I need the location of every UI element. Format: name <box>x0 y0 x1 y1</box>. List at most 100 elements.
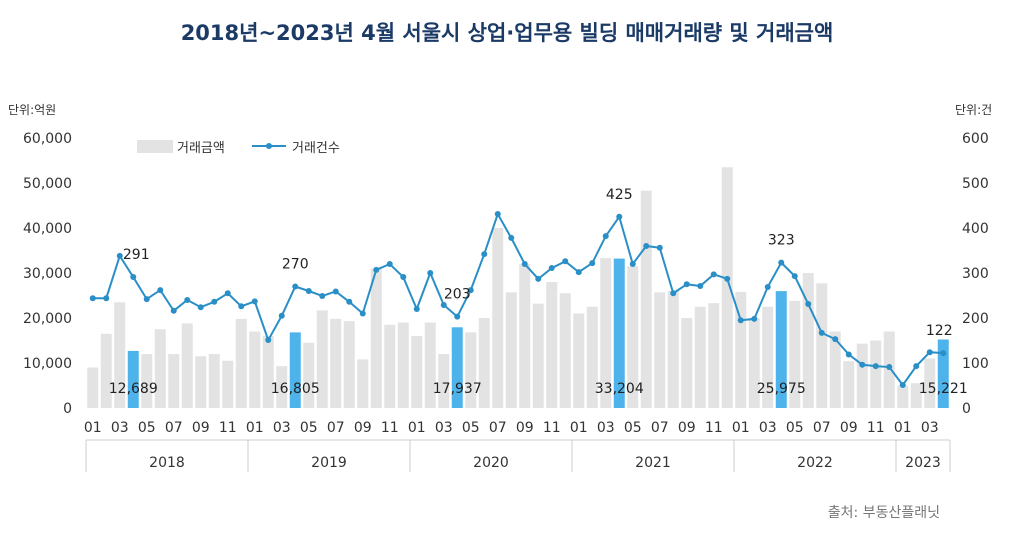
line-point <box>386 261 393 267</box>
line-point <box>670 290 677 297</box>
line-point <box>157 287 164 294</box>
month-tick-label: 05 <box>624 420 642 436</box>
bar-data-label: 16,805 <box>271 381 320 397</box>
bar <box>330 318 342 408</box>
legend-line-marker <box>266 143 272 149</box>
line-point <box>899 382 906 389</box>
line-point <box>224 290 231 297</box>
month-tick-label: 05 <box>300 420 318 436</box>
line-point <box>724 275 731 282</box>
bar <box>370 268 382 408</box>
bar <box>249 331 261 408</box>
bar <box>262 336 274 408</box>
line-data-label: 122 <box>926 323 953 339</box>
bar <box>411 336 423 408</box>
month-tick-label: 11 <box>219 420 237 436</box>
line-point <box>251 298 258 305</box>
line-point <box>143 296 150 303</box>
bar <box>856 343 868 408</box>
line-point <box>292 283 299 290</box>
month-tick-label: 07 <box>813 420 831 436</box>
line-data-label: 291 <box>123 247 150 263</box>
line-point <box>481 251 488 258</box>
series-line <box>92 211 944 387</box>
year-label: 2020 <box>473 455 509 471</box>
highlight-bar <box>937 339 949 408</box>
right-tick-label: 100 <box>962 356 989 372</box>
line-point <box>373 266 380 273</box>
line-point <box>764 283 771 290</box>
line-point <box>832 336 839 343</box>
line-point <box>548 265 555 272</box>
bar <box>397 322 409 408</box>
line-point <box>197 304 204 311</box>
line-point <box>211 298 218 305</box>
line-point <box>683 281 690 288</box>
month-tick-label: 03 <box>921 420 939 436</box>
bar <box>168 354 180 408</box>
bar <box>667 291 679 408</box>
line-point <box>440 301 447 308</box>
left-tick-label: 10,000 <box>23 356 72 372</box>
line-point <box>886 364 893 371</box>
bar-data-label: 33,204 <box>595 381 644 397</box>
month-tick-label: 09 <box>678 420 696 436</box>
line-point <box>184 297 191 303</box>
month-tick-label: 11 <box>381 420 399 436</box>
bar <box>235 318 247 408</box>
bar <box>640 190 652 408</box>
bar <box>100 333 112 408</box>
line-point <box>278 312 285 319</box>
line-point <box>791 273 798 280</box>
bar <box>735 291 747 408</box>
line-point <box>616 213 623 220</box>
month-tick-label: 07 <box>165 420 183 436</box>
line-point <box>535 275 542 282</box>
month-tick-label: 05 <box>786 420 804 436</box>
bar <box>303 342 315 408</box>
month-tick-label: 03 <box>435 420 453 436</box>
bar <box>519 264 531 408</box>
bar <box>910 383 922 408</box>
month-tick-label: 03 <box>759 420 777 436</box>
left-tick-label: 30,000 <box>23 266 72 282</box>
line-point <box>940 350 947 357</box>
legend-bar-label: 거래금액 <box>177 141 225 156</box>
bar <box>181 323 193 408</box>
bar <box>357 359 369 408</box>
bar <box>748 318 760 408</box>
bar <box>721 167 733 408</box>
highlight-bar <box>289 332 301 408</box>
bar <box>208 354 220 408</box>
line-point <box>818 329 825 336</box>
line-point <box>413 306 420 312</box>
year-label: 2019 <box>311 455 347 471</box>
line-point <box>359 310 366 317</box>
right-tick-label: 200 <box>962 311 989 327</box>
bar <box>195 356 207 408</box>
bar <box>141 354 153 408</box>
bar-data-label: 25,975 <box>757 381 806 397</box>
line-point <box>710 271 717 278</box>
bar <box>897 385 909 408</box>
bar <box>573 313 585 408</box>
line-point <box>346 298 353 305</box>
month-tick-label: 09 <box>354 420 372 436</box>
month-tick-label: 03 <box>597 420 615 436</box>
bar <box>681 318 693 408</box>
month-tick-label: 09 <box>192 420 210 436</box>
bar <box>559 293 571 408</box>
bar <box>586 306 598 408</box>
month-tick-label: 07 <box>489 420 507 436</box>
left-tick-label: 20,000 <box>23 311 72 327</box>
bar-data-label: 17,937 <box>433 381 482 397</box>
right-tick-label: 600 <box>962 131 989 147</box>
bar <box>114 302 126 408</box>
bar <box>802 273 814 408</box>
legend-bar-swatch <box>137 140 173 153</box>
bar <box>816 283 828 408</box>
line-point <box>913 363 920 370</box>
line-point <box>629 261 636 267</box>
right-tick-label: 400 <box>962 221 989 237</box>
bar <box>154 329 166 408</box>
